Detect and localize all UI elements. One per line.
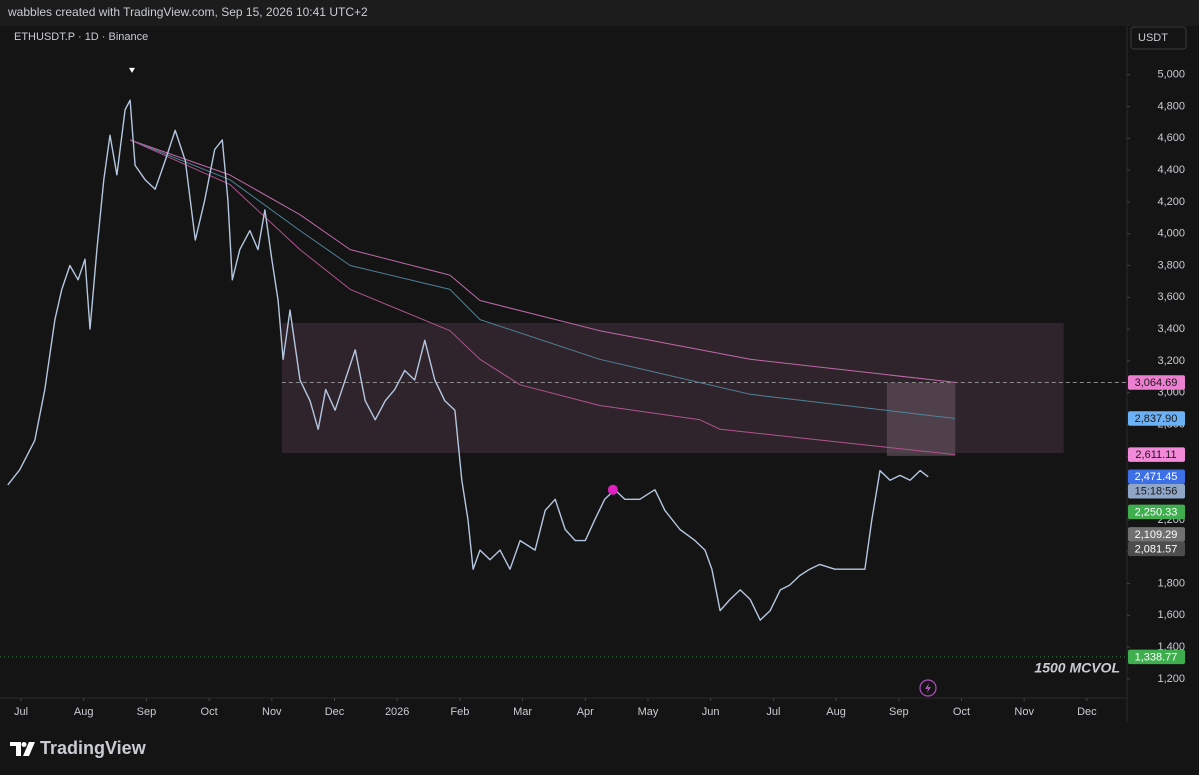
y-tick-label: 1,800	[1157, 577, 1185, 589]
x-tick-label: Sep	[137, 706, 157, 718]
price-tag	[1128, 541, 1185, 557]
x-tick-label: Sep	[889, 706, 909, 718]
price-tag	[1128, 411, 1185, 426]
band-line	[129, 139, 956, 456]
x-tick-label: May	[638, 706, 659, 718]
price-tag-label: 2,250.33	[1135, 506, 1178, 518]
y-tick-label: 3,800	[1157, 259, 1185, 271]
x-tick-label: Apr	[577, 706, 594, 718]
x-tick-label: Nov	[1014, 706, 1034, 718]
signal-dot	[607, 484, 618, 495]
x-tick-label: 2026	[385, 706, 409, 718]
y-tick-label: 4,000	[1157, 228, 1185, 240]
y-tick-label: 3,200	[1157, 355, 1185, 367]
header-bar	[0, 0, 1199, 26]
price-tag	[1128, 375, 1185, 390]
x-tick-label: Mar	[513, 706, 532, 718]
x-tick-label: Jul	[14, 706, 28, 718]
y-tick-label: 1,600	[1157, 609, 1185, 621]
annotation: 1500 MCVOL	[1034, 660, 1120, 676]
y-tick-label: 3,400	[1157, 323, 1185, 335]
band-line	[129, 139, 956, 383]
symbol-label: ETHUSDT.P · 1D · Binance	[14, 31, 148, 43]
brand-name[interactable]: TradingView	[40, 738, 147, 758]
alert-icon[interactable]	[919, 679, 937, 697]
price-tag-label: 2,109.29	[1135, 529, 1178, 541]
price-line	[7, 99, 929, 621]
y-tick-label: 4,400	[1157, 164, 1185, 176]
zone	[886, 382, 956, 456]
price-tag-label: 3,064.69	[1135, 377, 1178, 389]
price-tag	[1128, 469, 1185, 485]
price-tag-label: 2,611.11	[1135, 449, 1176, 461]
x-tick-label: Nov	[262, 706, 282, 718]
countdown-tag	[1128, 484, 1185, 499]
y-tick-label: 1,200	[1157, 673, 1185, 685]
y-tick-label: 4,200	[1157, 196, 1185, 208]
price-tag-label: 2,081.57	[1135, 543, 1178, 555]
alert-circle[interactable]	[919, 679, 937, 697]
price-tag-label: 1,338.77	[1135, 651, 1178, 663]
y-tick-label: 3,600	[1157, 291, 1185, 303]
x-tick-label: Aug	[74, 706, 94, 718]
currency-button[interactable]	[1130, 26, 1187, 50]
price-tag	[1128, 649, 1185, 665]
header-title: wabbles created with TradingView.com, Se…	[7, 5, 368, 19]
x-tick-label: Jun	[702, 706, 720, 718]
brand-logo[interactable]: TradingView	[10, 738, 147, 758]
x-tick-label: Jul	[766, 706, 780, 718]
alert-bolt[interactable]	[925, 683, 931, 693]
plot	[0, 67, 1127, 658]
x-tick-label: Feb	[450, 706, 469, 718]
y-tick-label: 4,800	[1157, 100, 1185, 112]
x-tick-label: Dec	[1077, 706, 1097, 718]
price-tag	[1128, 447, 1185, 462]
x-tick-label: Aug	[826, 706, 846, 718]
band-line	[129, 139, 956, 419]
countdown-label: 15:18:56	[1135, 486, 1178, 498]
high-marker	[128, 67, 135, 73]
price-tag-label: 2,837.90	[1135, 413, 1178, 425]
price-tag	[1128, 504, 1185, 520]
price-tag-label: 2,471.45	[1135, 471, 1178, 483]
x-tick-label: Dec	[325, 706, 345, 718]
y-tick-label: 4,600	[1157, 132, 1185, 144]
x-tick-label: Oct	[953, 706, 970, 718]
price-tag	[1128, 527, 1185, 542]
currency-label[interactable]: USDT	[1138, 32, 1168, 44]
y-tick-label: 5,000	[1157, 69, 1185, 81]
brand-icon[interactable]	[10, 742, 35, 756]
x-tick-label: Oct	[201, 706, 218, 718]
